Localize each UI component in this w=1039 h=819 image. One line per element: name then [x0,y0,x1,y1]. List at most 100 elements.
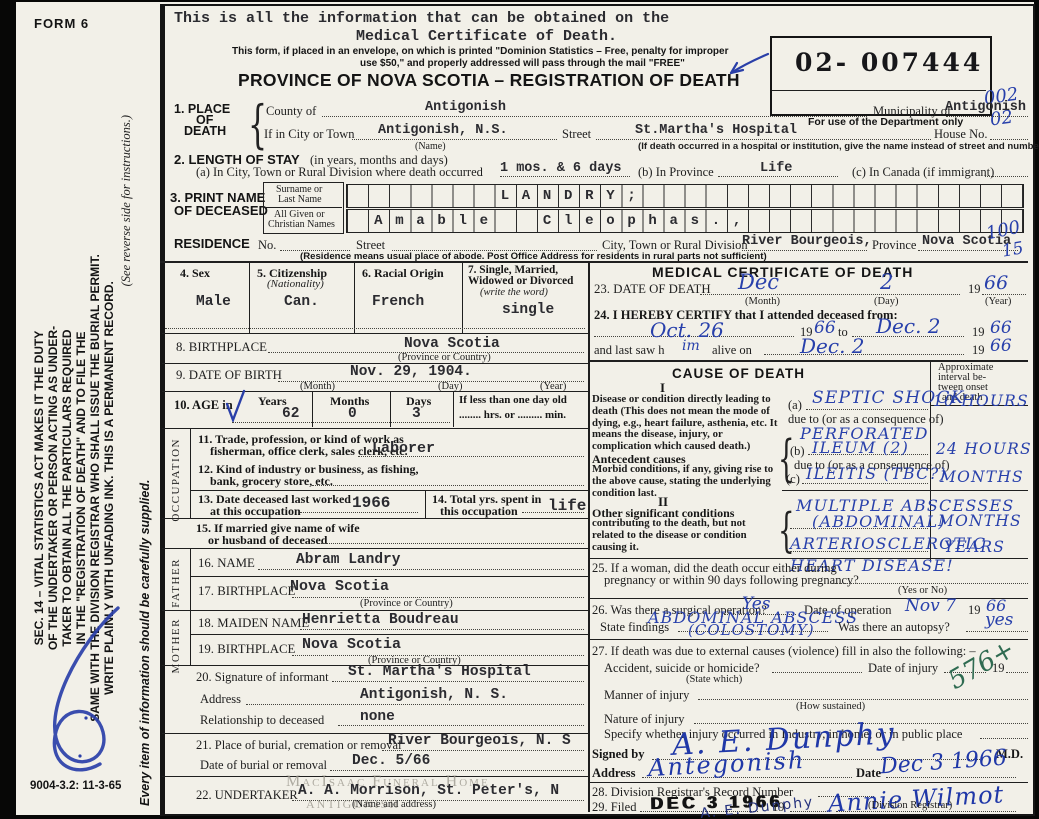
attended-to-value: Dec. 2 [876,314,941,338]
cause-b-value: ILEUM (2) [812,438,910,457]
dotted-line [852,336,964,337]
dotted-line [886,777,1016,778]
record-number-label: 28. Division Registrar's Record Number [592,785,794,799]
dotted-line [300,512,418,513]
relationship-label: Relationship to deceased [200,713,325,727]
institution-note: (If death occurred in a hospital or inst… [638,141,1039,152]
mother-birthplace-label: 19. BIRTHPLACE [198,642,296,656]
county-label: County of [266,104,317,118]
rule [249,261,250,333]
rule [390,391,391,427]
pregnancy-label-2: pregnancy or within 90 days following pr… [604,573,859,587]
dotted-line [640,811,758,812]
mother-maiden-label: 18. MAIDEN NAME [198,616,310,630]
trade-label-2: fisherman, office clerk, sales clerk, et… [210,444,408,458]
filed-label: 29. Filed [592,800,637,814]
cause-of-death-title: CAUSE OF DEATH [672,366,806,381]
other-1b-value: (ABDOMINAL) [812,512,946,531]
burial-place-label: 21. Place of burial, cremation or remova… [196,738,402,752]
dotted-line [790,551,928,552]
s1-label-line3: DEATH [184,124,227,138]
dotted-line [652,759,982,760]
mail-instruction-line1: This form, if placed in an envelope, on … [232,46,729,57]
rule [782,490,1028,491]
cause-brace-1: { [778,432,795,489]
rule [162,333,588,334]
cause-c-value: ILEITIS (TBC?) [806,464,947,483]
operation-date-label: Date of operation [804,603,892,617]
signed-date-label: Date [856,766,881,780]
dotted-line [836,811,1016,812]
dotted-line [724,614,796,615]
age-days-label: Days [406,394,432,408]
mother-birthplace-value: Nova Scotia [302,636,402,653]
dotted-line [806,409,928,410]
mail-instruction-line2: use $50," and properly addressed will pa… [360,58,685,69]
municipality-value: Antigonish [945,100,1027,115]
trade-label-1: 11. Trade, profession, or kind of work a… [198,432,404,446]
rule [162,391,588,392]
industry-label-2: bank, grocery store, etc. [210,474,333,488]
death-year-value: 66 [984,272,1009,294]
rule [160,261,1028,263]
dotted-line [522,512,584,513]
age-less-label: If less than one day old [459,394,567,406]
alive-on-value: Dec. 2 [800,334,865,358]
residence-city-value: River Bourgeois, [742,234,872,249]
cause-b-label: (b) [790,444,805,458]
dotted-line [332,681,584,682]
findings-label: State findings [600,620,670,634]
cause-due-2: due to (or as a consequence of) [794,458,950,472]
death-year-note: (Year) [985,296,1012,307]
certify-label: 24. I HEREBY CERTIFY that I attended dec… [594,308,898,322]
attended-from-value: Oct. 26 [650,318,724,342]
cause-roman-2: II [658,494,669,509]
residence-note: (Residence means usual place of abode. P… [300,251,767,262]
cause-c-label: (c) [786,472,800,486]
surname-grid: LANDRY; [346,184,1024,208]
filed-year-prefix: 19 [772,800,785,814]
interval-header-1: Approximate [938,362,994,373]
age-label: 10. AGE in [174,398,233,412]
spouse-label-2: or husband of deceased [208,533,328,547]
rule [162,733,588,734]
dotted-line [808,454,928,455]
pen-scribble-icon [52,606,120,772]
dotted-line [500,176,630,177]
dotted-line [832,583,1028,584]
marital-label-2: Widowed or Divorced [468,275,574,287]
death-day-value: 2 [880,270,894,294]
rule [588,782,1028,783]
s1-brace: { [248,96,268,156]
death-date-label: 23. DATE OF DEATH [594,282,711,296]
manner-of-injury-label: Manner of injury [604,688,690,702]
dotted-line [392,250,597,251]
rule [162,776,588,777]
serial-number-box [770,36,992,116]
given-sublabel-1: All Given or [274,209,325,220]
street-label: Street [562,127,592,141]
dotted-line [698,699,1028,700]
father-birthplace-label: 17. BIRTHPLACE [198,584,296,598]
dotted-line [280,250,350,251]
antecedent-description: Morbid conditions, if any, giving rise t… [592,463,774,499]
age-months-label: Months [330,394,370,408]
header-note-line2: Medical Certificate of Death. [356,28,618,45]
residence-city-label: City, Town or Rural Division [602,238,748,252]
occupation-group-label: OCCUPATION [170,438,182,522]
dotted-line [318,543,584,544]
interval-header-2: interval be- [938,372,987,383]
s2a-value: 1 mos. & 6 days [500,161,622,176]
injury-year-prefix: 19 [992,661,1005,675]
s2-label-note: (in years, months and days) [310,153,448,167]
rule [930,360,931,560]
dotted-line [718,176,838,177]
last-worked-value: 1966 [352,494,391,512]
dotted-line [985,176,1028,177]
other-1-interval: MONTHS [938,512,1022,530]
mother-maiden-value: Henrietta Boudreau [302,612,459,628]
rule [425,490,426,518]
serial-number: 02- 007444 [795,48,984,77]
dotted-line [694,723,1028,724]
dotted-line [1006,672,1028,673]
